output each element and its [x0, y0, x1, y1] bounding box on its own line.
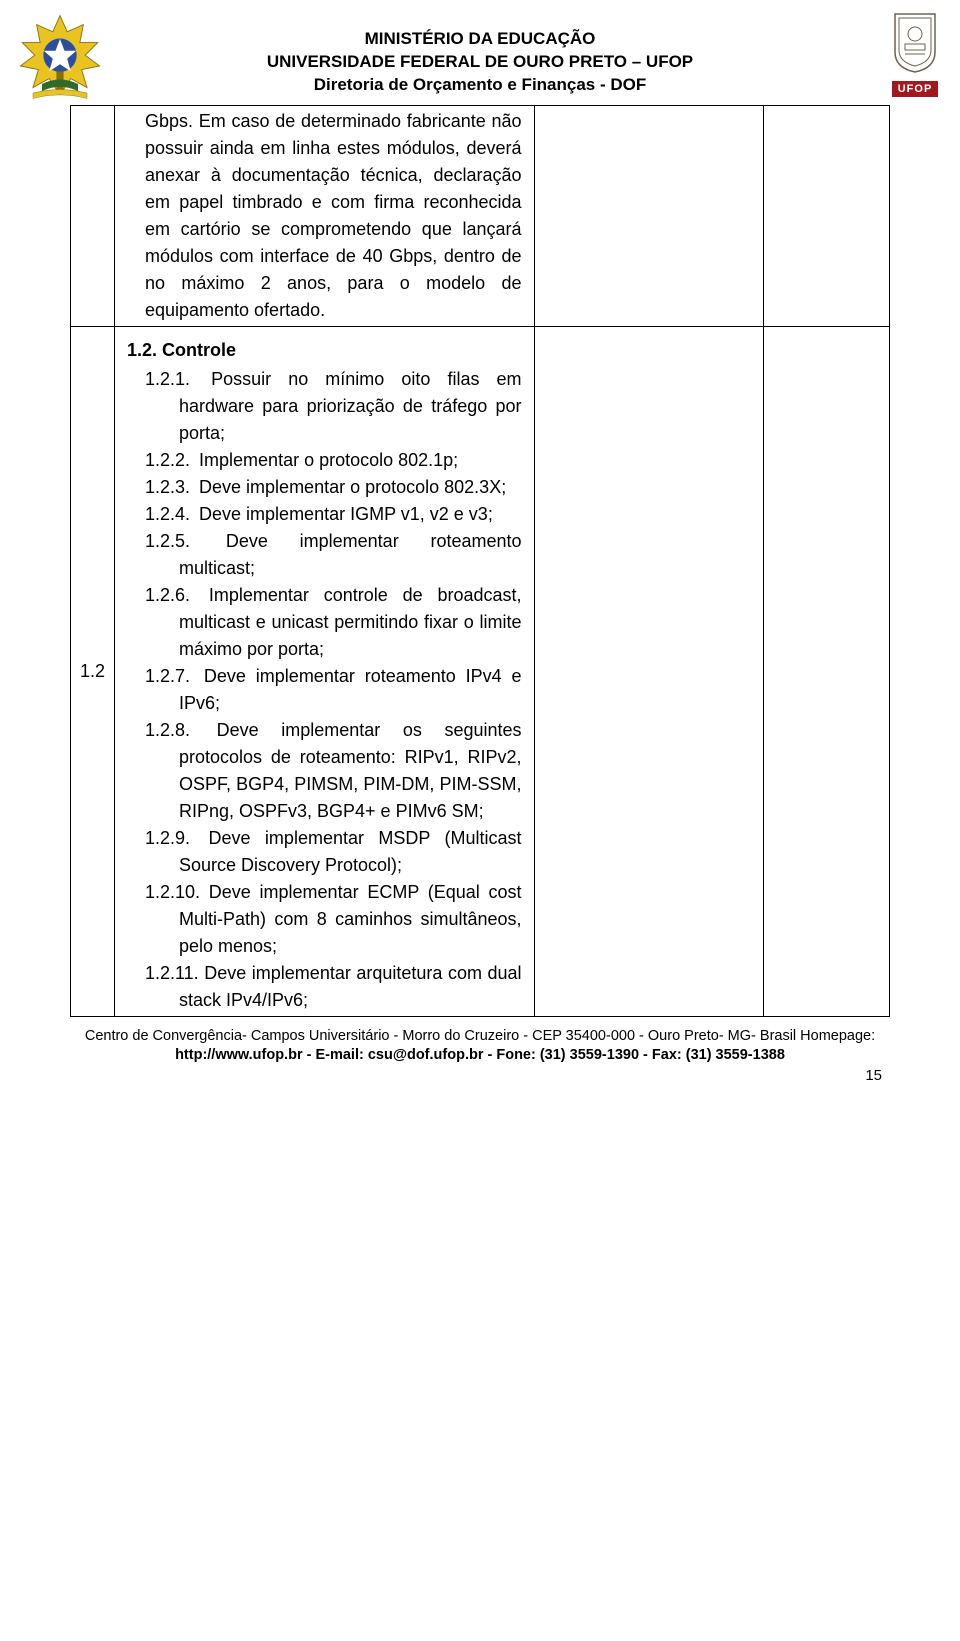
ufop-badge-label: UFOP	[892, 81, 939, 97]
page-number: 15	[865, 1067, 882, 1084]
row1-empty-cell-2	[764, 105, 890, 326]
table-row: 1.2 1.2. Controle 1.2.1. Possuir no míni…	[71, 326, 890, 1016]
header-line-1: MINISTÉRIO DA EDUCAÇÃO	[267, 28, 693, 51]
row1-number-cell	[71, 105, 115, 326]
list-item: 1.2.4. Deve implementar IGMP v1, v2 e v3…	[145, 501, 522, 528]
row2-number-cell: 1.2	[71, 326, 115, 1016]
ufop-logo-icon: UFOP	[885, 12, 945, 102]
row1-content-cell: Gbps. Em caso de determinado fabricante …	[114, 105, 534, 326]
list-item: 1.2.7. Deve implementar roteamento IPv4 …	[145, 663, 522, 717]
brazil-crest-icon	[15, 12, 105, 102]
document-header: UFOP MINISTÉRIO DA EDUCAÇÃO UNIVERSIDADE…	[70, 20, 890, 97]
list-item: 1.2.9. Deve implementar MSDP (Multicast …	[145, 825, 522, 879]
list-item: 1.2.8. Deve implementar os seguintes pro…	[145, 717, 522, 825]
footer-line-1: Centro de Convergência- Campos Universit…	[85, 1028, 875, 1044]
list-item: 1.2.10. Deve implementar ECMP (Equal cos…	[145, 879, 522, 960]
row1-empty-cell-1	[534, 105, 764, 326]
row2-empty-cell-2	[764, 326, 890, 1016]
list-item: 1.2.5. Deve implementar roteamento multi…	[145, 528, 522, 582]
list-item: 1.2.11. Deve implementar arquitetura com…	[145, 960, 522, 1014]
header-line-3: Diretoria de Orçamento e Finanças - DOF	[267, 74, 693, 97]
header-line-2: UNIVERSIDADE FEDERAL DE OURO PRETO – UFO…	[267, 51, 693, 74]
list-item: 1.2.1. Possuir no mínimo oito filas em h…	[145, 366, 522, 447]
table-row: Gbps. Em caso de determinado fabricante …	[71, 105, 890, 326]
row2-content-cell: 1.2. Controle 1.2.1. Possuir no mínimo o…	[114, 326, 534, 1016]
page-footer: Centro de Convergência- Campos Universit…	[70, 1027, 890, 1066]
list-item: 1.2.2. Implementar o protocolo 802.1p;	[145, 447, 522, 474]
list-item: 1.2.6. Implementar controle de broadcast…	[145, 582, 522, 663]
spec-table: Gbps. Em caso de determinado fabricante …	[70, 105, 890, 1017]
footer-line-2: http://www.ufop.br - E-mail: csu@dof.ufo…	[175, 1047, 785, 1063]
row1-paragraph: Gbps. Em caso de determinado fabricante …	[145, 108, 522, 324]
section-title: 1.2. Controle	[127, 337, 522, 364]
row2-empty-cell-1	[534, 326, 764, 1016]
list-item: 1.2.3. Deve implementar o protocolo 802.…	[145, 474, 522, 501]
